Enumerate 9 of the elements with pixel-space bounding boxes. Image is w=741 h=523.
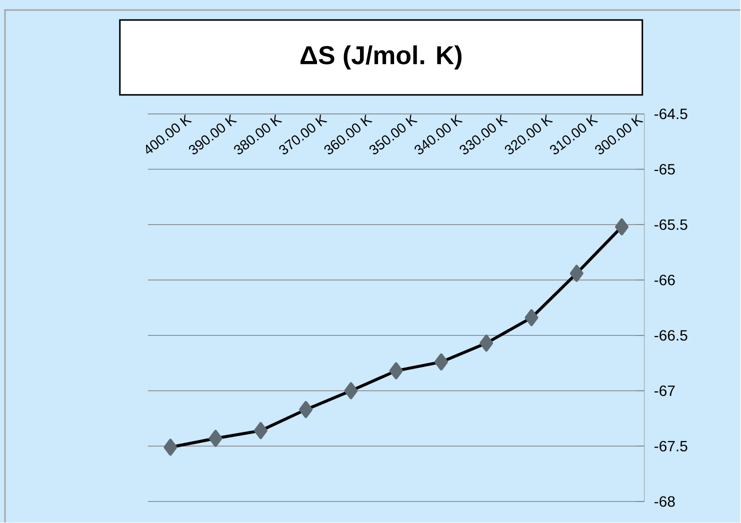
y-tick-label: -66 — [654, 274, 675, 286]
y-tick-label: -66.5 — [654, 330, 688, 341]
y-tick-label: -65.5 — [654, 219, 688, 230]
y-tick-label: -64.5 — [654, 108, 688, 120]
y-tick-label: -67 — [654, 385, 675, 396]
chart-title: ΔS (J/mol. K) — [300, 45, 462, 70]
y-tick-label: -65 — [654, 164, 675, 174]
y-tick-label: -67.5 — [654, 440, 688, 452]
y-tick-label: -68 — [654, 496, 675, 507]
